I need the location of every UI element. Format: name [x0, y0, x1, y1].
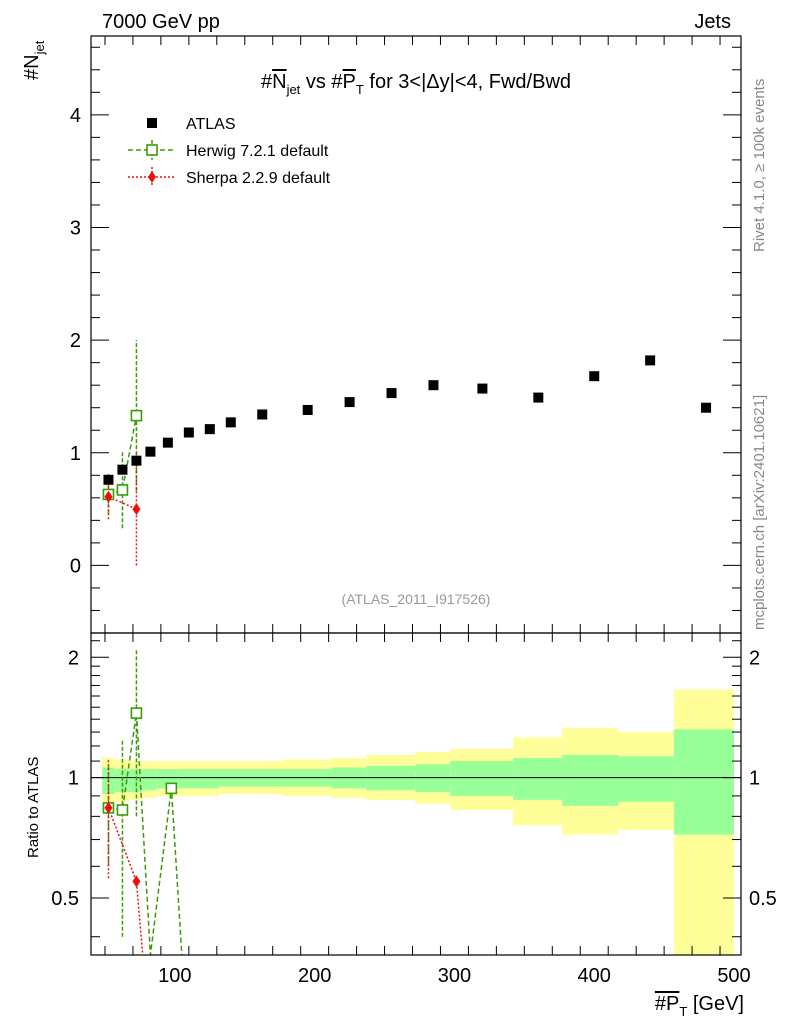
- main-ytick-label: 1: [70, 443, 81, 465]
- ratio-herwig-point: [165, 782, 178, 795]
- atlas-point: [117, 464, 128, 475]
- atlas-point: [533, 392, 544, 403]
- ratio-xtick-label: 400: [578, 965, 611, 987]
- atlas-point: [589, 371, 600, 382]
- main-ylabel: #Njet: [21, 40, 47, 80]
- ratio-ytick-label-right: 0.5: [749, 888, 777, 910]
- atlas-point: [183, 427, 194, 438]
- atlas-point: [701, 402, 712, 413]
- ratio-band-inner: [562, 754, 618, 806]
- ratio-herwig-point: [130, 707, 143, 719]
- ratio-herwig-point: [116, 804, 129, 816]
- legend-atlas-marker: [147, 118, 157, 128]
- atlas-point: [225, 417, 236, 428]
- atlas-point: [302, 404, 313, 415]
- ratio-frame: [90, 632, 742, 956]
- atlas-point: [428, 380, 439, 391]
- watermark: (ATLAS_2011_I917526): [342, 591, 491, 607]
- atlas-point: [162, 437, 173, 448]
- ratio-xtick-label: 300: [438, 965, 471, 987]
- atlas-point: [131, 455, 142, 466]
- atlas-point: [386, 388, 397, 399]
- atlas-point: [344, 397, 355, 408]
- ratio-band-inner: [415, 764, 451, 793]
- main-ytick-label: 2: [70, 330, 81, 352]
- header-left: 7000 GeV pp: [102, 11, 220, 33]
- atlas-point: [145, 446, 156, 457]
- atlas-point: [257, 409, 268, 420]
- main-title: #Njet vs #PT for 3<|Δy|<4, Fwd/Bwd: [261, 71, 571, 97]
- ratio-band-inner: [142, 769, 157, 791]
- main-ytick-label: 4: [70, 105, 81, 127]
- herwig-point: [116, 484, 129, 496]
- herwig-point: [130, 409, 143, 422]
- ratio-band-inner: [198, 769, 220, 789]
- ratio-ytick-label: 0.5: [51, 888, 79, 910]
- header-right: Jets: [694, 11, 731, 33]
- ratio-xlabel: #PT [GeV]: [655, 993, 744, 1019]
- ratio-band-inner: [673, 729, 735, 835]
- main-ytick-label: 3: [70, 217, 81, 239]
- ratio-sherpa-point: [132, 875, 141, 888]
- ratio-ytick-label: 2: [68, 647, 79, 669]
- atlas-point: [645, 355, 656, 366]
- ratio-band-inner: [128, 769, 143, 793]
- ratio-herwig-line: [108, 712, 183, 956]
- sherpa-point: [132, 503, 141, 516]
- ratio-ylabel: Ratio to ATLAS: [25, 757, 42, 858]
- main-ytick-label: 0: [70, 555, 81, 577]
- ratio-sherpa-point: [104, 801, 113, 814]
- atlas-point: [477, 383, 488, 394]
- atlas-point: [204, 424, 215, 435]
- atlas-point: [103, 474, 114, 485]
- ratio-ytick-label: 1: [68, 768, 79, 790]
- legend: ATLAS Herwig 7.2.1 default Sherpa 2.2.9 …: [128, 116, 331, 187]
- sherpa-point: [104, 490, 113, 503]
- rivet-label: Rivet 4.1.0, ≥ 100k events: [751, 79, 768, 252]
- ratio-xtick-label: 500: [717, 965, 750, 987]
- main-panel: 0 1 2 3 4 #Njet vs #PT for 3<|Δy|<4, Fwd/Bwd…: [21, 35, 742, 634]
- ratio-xtick-label: 100: [158, 965, 191, 987]
- ratio-band-inner: [177, 769, 199, 789]
- legend-sherpa-marker: [148, 171, 156, 183]
- ratio-xtick-label: 200: [298, 965, 331, 987]
- mcplots-label: mcplots.cern.ch [arXiv:2401.10621]: [751, 395, 768, 630]
- ratio-ytick-label-right: 2: [749, 647, 760, 669]
- ratio-band-inner: [450, 761, 514, 796]
- legend-herwig-label: Herwig 7.2.1 default: [186, 143, 329, 160]
- legend-sherpa-label: Sherpa 2.2.9 default: [186, 170, 331, 187]
- ratio-ytick-label-right: 1: [749, 768, 760, 790]
- ratio-panel: 0.5 0.5 1 1 2 2 100 200 300 400 500 Ratio to ATLAS…: [25, 632, 777, 1019]
- ratio-band-inner: [617, 756, 674, 802]
- legend-atlas-label: ATLAS: [186, 116, 236, 133]
- legend-herwig-marker: [146, 144, 158, 156]
- ratio-band-inner: [513, 757, 563, 800]
